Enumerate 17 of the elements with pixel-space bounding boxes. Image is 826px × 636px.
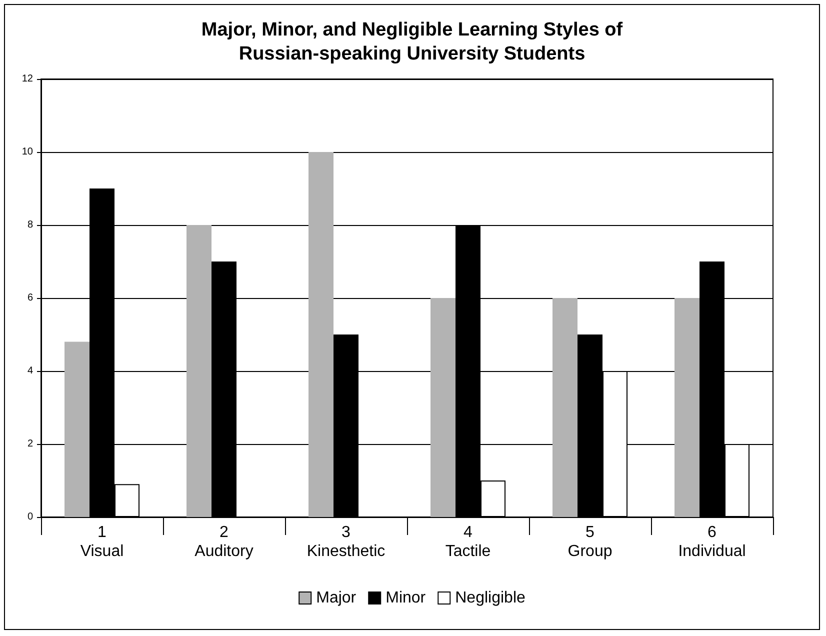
y-tick-label: 2 [27,438,34,450]
y-tick-label: 12 [22,74,34,84]
x-tick-label: 1 Visual [80,524,124,560]
x-tick-label: 5 Group [568,524,612,560]
legend-label: Negligible [455,590,526,606]
x-tick-label: 2 Auditory [194,524,254,560]
chart-title: Major, Minor, and Negligible Learning Styles of Russian-speaking University Students [201,20,624,64]
y-tick-label: 10 [22,146,34,158]
y-tick-label: 0 [27,512,34,522]
legend-label: Minor [386,590,426,606]
y-tick-label: 6 [27,292,34,304]
x-tick-label: 6 Individual [678,524,746,560]
legend-label: Major [316,590,357,606]
y-tick-label: 8 [27,220,34,230]
y-tick-label: 4 [27,366,34,376]
x-tick-label: 4 Tactile [445,524,491,560]
x-tick-label: 3 Kinesthetic [306,524,386,560]
